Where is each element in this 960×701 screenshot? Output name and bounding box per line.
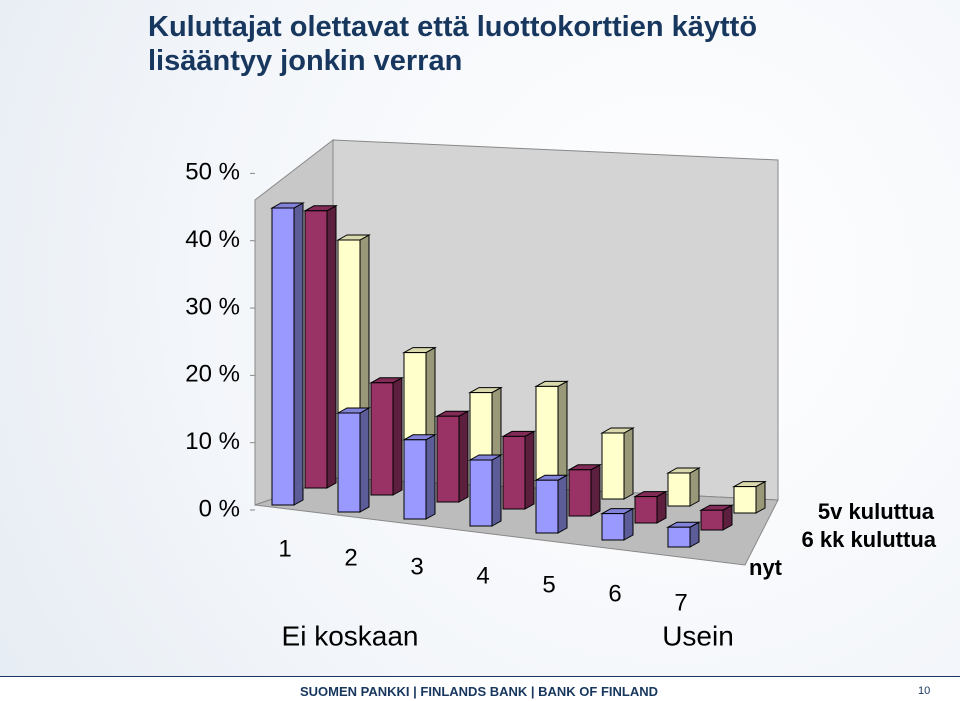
bar [370,382,394,496]
bar [436,415,460,503]
bar [601,432,625,500]
bar [601,513,625,541]
page-number: 10 [918,685,931,697]
x-tick-label: 6 [608,580,621,607]
footer: SUOMEN PANKKI | FINLANDS BANK | BANK OF … [0,676,960,701]
x-tick-label: 1 [278,535,291,562]
y-tick-label: 10 % [185,428,240,455]
x-tick-label: 3 [410,553,423,580]
y-tick-label: 20 % [185,361,240,388]
bar [634,496,658,524]
series-label: 5v kuluttua [818,499,935,524]
footer-text: SUOMEN PANKKI | FINLANDS BANK | BANK OF … [300,684,659,699]
y-tick-label: 0 % [199,495,240,522]
x-tick-label: 4 [476,562,489,589]
bar [469,459,493,527]
bar-side [293,202,304,506]
bar [403,439,427,520]
bar [271,207,295,506]
bar-side [491,454,502,527]
bar-side [689,467,700,507]
y-tick-label: 40 % [185,226,240,253]
bar [700,509,724,531]
bar [304,210,328,489]
bar [535,479,559,534]
bar [337,412,361,513]
x-annotation: Usein [662,620,734,651]
bar-side [590,463,601,517]
bar-side [623,427,634,500]
bar-side [392,376,403,496]
series-label: nyt [749,555,783,580]
bar-side [425,433,436,520]
y-tick-label: 30 % [185,293,240,320]
bar-side [557,474,568,534]
x-tick-label: 2 [344,544,357,571]
bar [667,472,691,507]
x-annotation: Ei koskaan [282,620,419,651]
bar-side [326,204,337,489]
bar-side [359,407,370,513]
y-tick-label: 50 % [185,159,240,186]
x-tick-label: 7 [674,589,687,616]
bar [733,486,757,514]
x-tick-label: 5 [542,571,555,598]
bar [667,526,691,548]
series-label: 6 kk kuluttua [802,527,937,552]
chart: 0 % 10 % 20 % 30 % 40 % 50 % 1 2 3 4 5 6 7 Ei koskaan… [185,138,937,651]
bar [502,435,526,510]
bar-side [458,410,469,503]
chart-title: Kuluttajat olettavat että luottokorttien… [148,11,758,77]
bar-side [524,430,535,510]
bar [568,469,592,517]
